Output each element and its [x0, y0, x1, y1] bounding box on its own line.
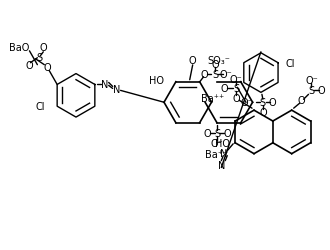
Text: O: O	[298, 96, 305, 106]
Text: S: S	[233, 84, 239, 94]
Text: O: O	[44, 62, 51, 72]
Text: N: N	[219, 148, 227, 158]
Text: S: S	[36, 52, 43, 62]
Text: O⁻: O⁻	[240, 98, 253, 108]
Text: O⁻: O⁻	[305, 76, 318, 86]
Text: O: O	[201, 70, 208, 80]
Text: BaO: BaO	[9, 43, 29, 53]
Text: O: O	[40, 43, 47, 53]
Text: O: O	[203, 128, 211, 138]
Text: O: O	[317, 86, 325, 96]
Text: N: N	[217, 160, 225, 170]
Text: S: S	[260, 98, 266, 108]
Text: Cl: Cl	[286, 58, 295, 68]
Text: HO: HO	[215, 138, 230, 148]
Text: Cl: Cl	[36, 102, 45, 112]
Text: Ba⁺⁺: Ba⁺⁺	[205, 150, 229, 160]
Text: O: O	[232, 94, 240, 104]
Text: O⁻: O⁻	[220, 70, 233, 80]
Text: SO₃⁻: SO₃⁻	[208, 56, 230, 66]
Text: O: O	[223, 128, 231, 138]
Text: N: N	[113, 85, 120, 95]
Text: O: O	[26, 60, 33, 70]
Text: S: S	[213, 70, 218, 80]
Text: O: O	[269, 98, 277, 108]
Text: O: O	[259, 108, 267, 118]
Text: S: S	[309, 86, 314, 96]
Text: O⁻: O⁻	[211, 138, 223, 148]
Text: O: O	[212, 60, 219, 70]
Text: O: O	[220, 84, 228, 94]
Text: O: O	[189, 56, 196, 66]
Text: O⁻: O⁻	[230, 74, 243, 84]
Text: Ba⁺⁺: Ba⁺⁺	[201, 94, 224, 104]
Text: S: S	[214, 128, 220, 138]
Text: HO: HO	[149, 76, 164, 86]
Text: N: N	[101, 80, 109, 90]
